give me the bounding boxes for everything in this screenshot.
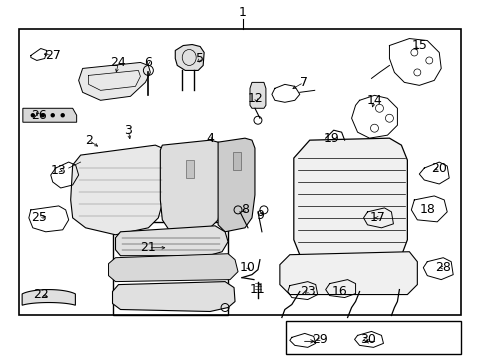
Polygon shape — [218, 138, 254, 232]
Text: 16: 16 — [331, 285, 347, 298]
Text: 18: 18 — [419, 203, 434, 216]
Text: 19: 19 — [323, 132, 339, 145]
Text: 17: 17 — [369, 211, 385, 224]
Bar — [186, 160, 194, 178]
Circle shape — [61, 114, 64, 117]
Polygon shape — [160, 140, 222, 232]
Text: 28: 28 — [434, 261, 450, 274]
Text: 3: 3 — [124, 124, 132, 137]
Polygon shape — [279, 252, 416, 294]
Bar — [285, 321, 460, 354]
Bar — [233, 152, 241, 170]
Polygon shape — [23, 108, 77, 122]
Text: 10: 10 — [240, 261, 255, 274]
Polygon shape — [79, 62, 150, 100]
Text: 9: 9 — [256, 210, 264, 222]
Text: 13: 13 — [51, 163, 66, 176]
Text: 11: 11 — [249, 283, 265, 296]
Polygon shape — [249, 82, 265, 108]
Text: 24: 24 — [110, 56, 126, 69]
Bar — [19, 28, 460, 315]
Circle shape — [41, 114, 44, 117]
Text: 12: 12 — [247, 92, 264, 105]
Text: 23: 23 — [299, 285, 315, 298]
Text: 30: 30 — [359, 333, 375, 346]
Text: 25: 25 — [31, 211, 47, 224]
Text: 8: 8 — [241, 203, 248, 216]
Bar — [112, 222, 227, 315]
Text: 27: 27 — [45, 49, 61, 62]
Polygon shape — [293, 138, 407, 262]
Polygon shape — [22, 289, 75, 305]
Polygon shape — [175, 45, 203, 71]
Text: 21: 21 — [140, 241, 156, 254]
Polygon shape — [71, 145, 165, 235]
Text: 7: 7 — [299, 76, 307, 89]
Circle shape — [31, 114, 34, 117]
Polygon shape — [112, 282, 235, 311]
Text: 15: 15 — [410, 39, 427, 52]
Text: 4: 4 — [206, 132, 214, 145]
Polygon shape — [108, 254, 238, 282]
Circle shape — [51, 114, 54, 117]
Text: 5: 5 — [196, 52, 204, 65]
Text: 14: 14 — [366, 94, 382, 107]
Text: 26: 26 — [31, 109, 46, 122]
Text: 20: 20 — [430, 162, 446, 175]
Text: 29: 29 — [311, 333, 327, 346]
Text: 6: 6 — [144, 56, 152, 69]
Text: 2: 2 — [84, 134, 92, 147]
Polygon shape — [115, 226, 227, 256]
Text: 22: 22 — [33, 288, 49, 301]
Text: 1: 1 — [239, 6, 246, 19]
